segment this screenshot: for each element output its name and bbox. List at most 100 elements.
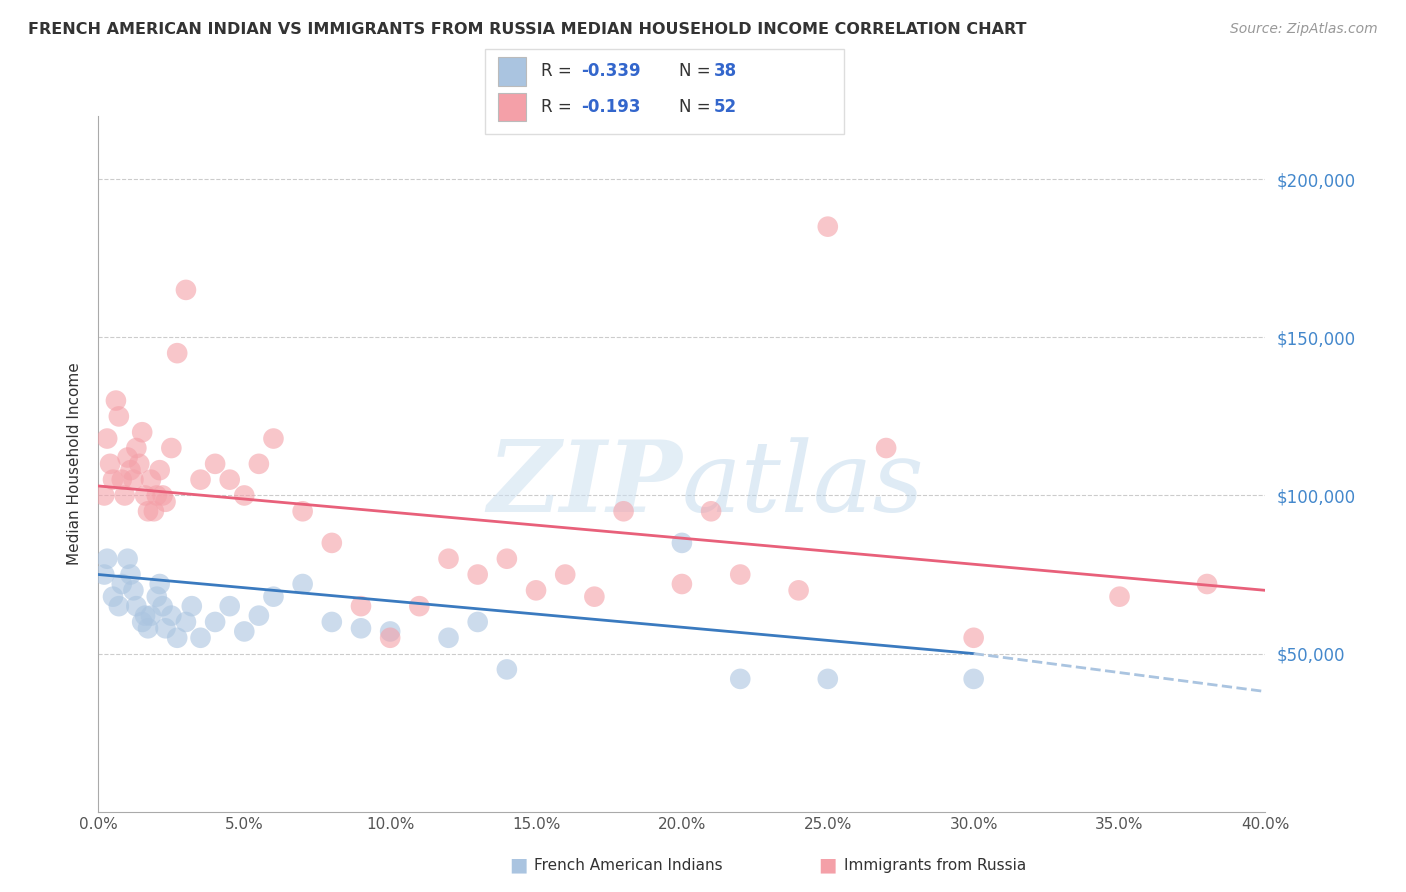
Point: [730, 567, 752, 582]
Point: [146, 590, 169, 604]
Point: [120, 463, 142, 477]
Point: [122, 473, 145, 487]
Point: [125, 599, 148, 614]
Point: [160, 441, 183, 455]
Point: [128, 457, 150, 471]
Text: atlas: atlas: [682, 437, 925, 533]
Point: [101, 473, 124, 487]
Point: [787, 583, 810, 598]
Y-axis label: Median Household Income: Median Household Income: [67, 362, 83, 566]
Text: 52: 52: [714, 98, 737, 116]
Point: [495, 662, 517, 676]
Point: [321, 615, 343, 629]
Point: [467, 567, 489, 582]
Point: [93, 567, 115, 582]
Point: [93, 488, 115, 502]
Point: [817, 672, 839, 686]
Text: ■: ■: [818, 855, 844, 875]
Point: [131, 615, 153, 629]
Text: -0.339: -0.339: [581, 62, 640, 80]
Point: [233, 488, 256, 502]
Point: [111, 473, 134, 487]
Point: [671, 536, 693, 550]
Point: [149, 577, 172, 591]
Point: [108, 409, 131, 424]
Point: [962, 631, 984, 645]
Point: [875, 441, 897, 455]
Point: [262, 590, 284, 604]
Point: [104, 393, 127, 408]
Point: [204, 457, 226, 471]
Point: [96, 551, 118, 566]
Point: [101, 590, 124, 604]
Text: FRENCH AMERICAN INDIAN VS IMMIGRANTS FROM RUSSIA MEDIAN HOUSEHOLD INCOME CORRELA: FRENCH AMERICAN INDIAN VS IMMIGRANTS FRO…: [28, 22, 1026, 37]
Point: [117, 551, 139, 566]
Point: [218, 473, 240, 487]
Point: [111, 577, 134, 591]
Point: [152, 488, 174, 502]
Point: [114, 488, 136, 502]
Text: R =: R =: [541, 62, 578, 80]
Point: [467, 615, 489, 629]
Point: [233, 624, 256, 639]
Point: [117, 450, 139, 465]
Point: [174, 615, 197, 629]
Point: [247, 608, 270, 623]
Point: [134, 488, 156, 502]
Point: [218, 599, 240, 614]
Point: [136, 621, 159, 635]
Text: Immigrants from Russia: Immigrants from Russia: [844, 858, 1026, 872]
Text: Source: ZipAtlas.com: Source: ZipAtlas.com: [1230, 22, 1378, 37]
Text: French American Indians: French American Indians: [534, 858, 723, 872]
Point: [321, 536, 343, 550]
Point: [378, 631, 402, 645]
Point: [180, 599, 202, 614]
Point: [166, 631, 188, 645]
Text: ■: ■: [509, 855, 534, 875]
Point: [437, 551, 460, 566]
Point: [700, 504, 723, 518]
Text: ZIP: ZIP: [486, 436, 682, 533]
Point: [131, 425, 153, 440]
Point: [262, 432, 284, 446]
Point: [583, 590, 606, 604]
Point: [671, 577, 693, 591]
Point: [120, 567, 142, 582]
Point: [125, 441, 148, 455]
Point: [378, 624, 402, 639]
Point: [174, 283, 197, 297]
Point: [142, 504, 165, 518]
Point: [437, 631, 460, 645]
Point: [152, 599, 174, 614]
Point: [350, 621, 373, 635]
Point: [134, 608, 156, 623]
Point: [554, 567, 576, 582]
Point: [291, 577, 314, 591]
Point: [495, 551, 517, 566]
Point: [108, 599, 131, 614]
Point: [291, 504, 314, 518]
Point: [98, 457, 121, 471]
Text: N =: N =: [679, 98, 716, 116]
Point: [160, 608, 183, 623]
Text: R =: R =: [541, 98, 578, 116]
Point: [146, 488, 169, 502]
Point: [155, 495, 177, 509]
Point: [247, 457, 270, 471]
Point: [350, 599, 373, 614]
Point: [1108, 590, 1130, 604]
Point: [136, 504, 159, 518]
Point: [190, 631, 212, 645]
Point: [612, 504, 634, 518]
Point: [166, 346, 188, 360]
Point: [204, 615, 226, 629]
Point: [190, 473, 212, 487]
Text: -0.193: -0.193: [581, 98, 640, 116]
Point: [149, 463, 172, 477]
Point: [524, 583, 547, 598]
Point: [730, 672, 752, 686]
Point: [1195, 577, 1218, 591]
Text: 38: 38: [714, 62, 737, 80]
Point: [817, 219, 839, 234]
Text: N =: N =: [679, 62, 716, 80]
